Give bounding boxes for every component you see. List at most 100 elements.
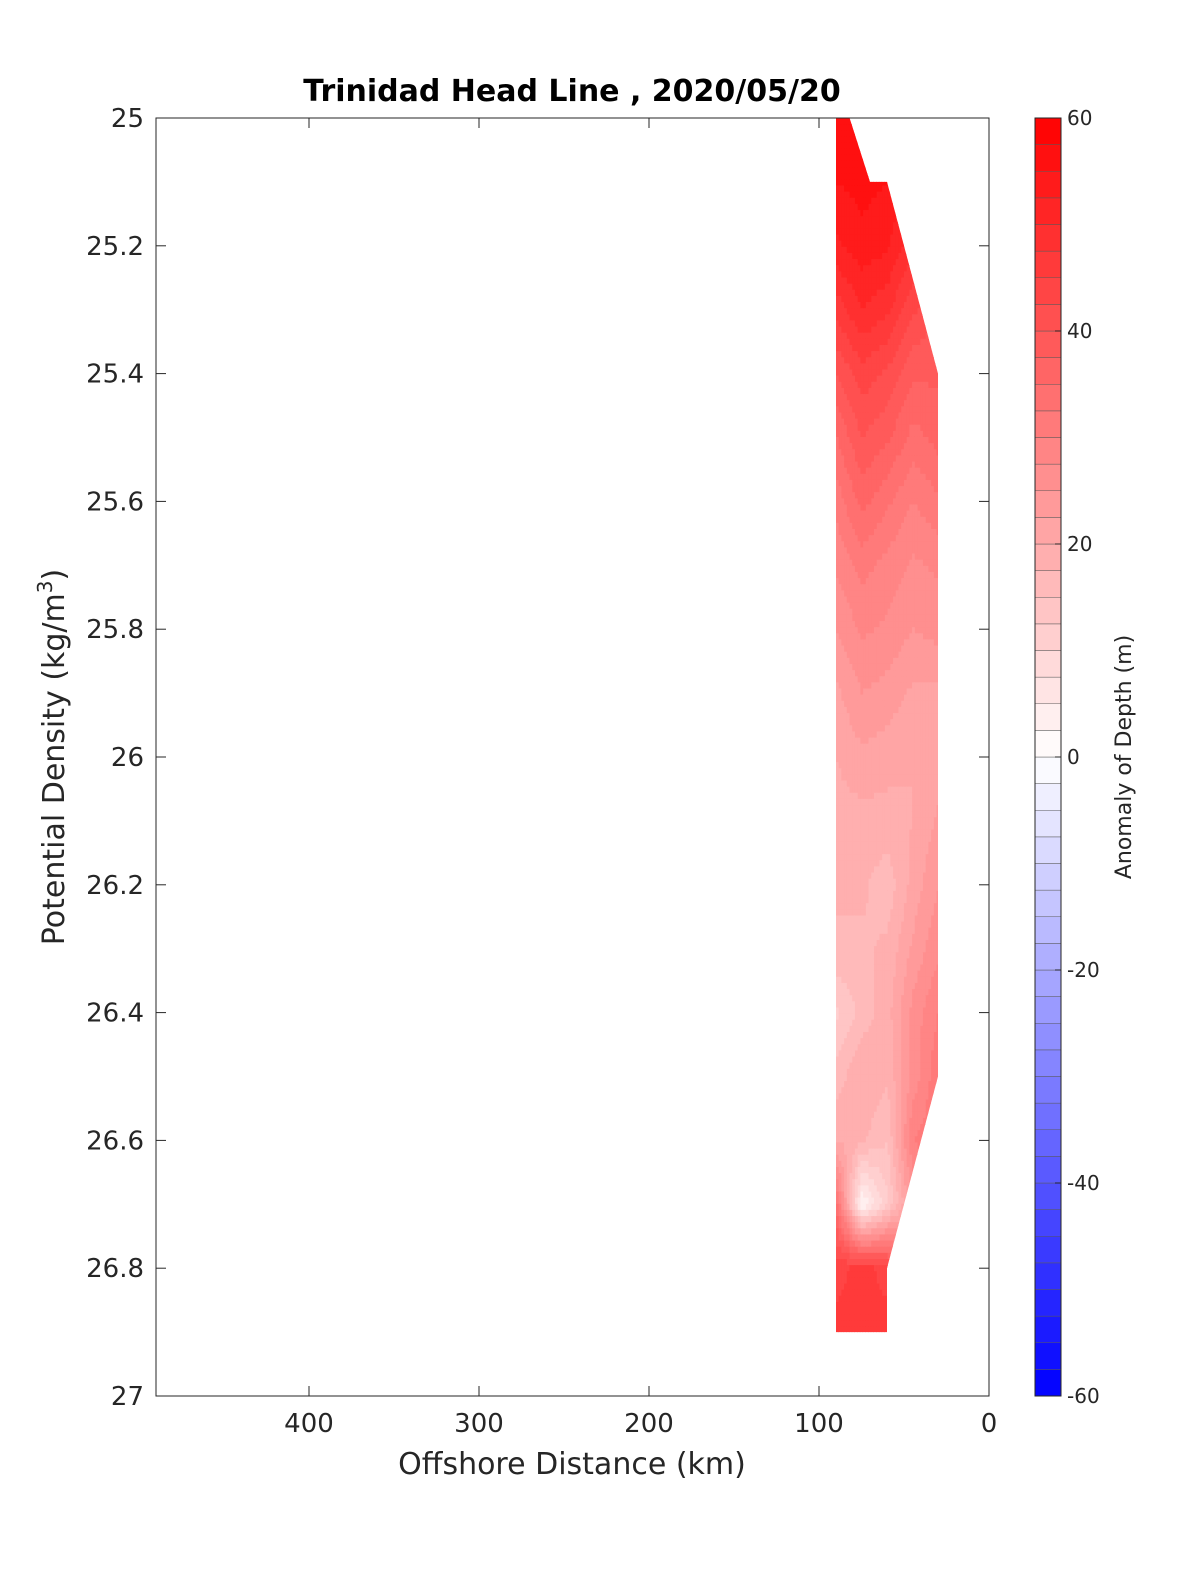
contour-cell — [848, 743, 853, 751]
contour-cell — [859, 547, 864, 555]
contour-cell — [836, 651, 839, 659]
contour-cell — [838, 467, 842, 475]
contour-cell — [911, 535, 915, 542]
contour-cell — [895, 461, 899, 469]
contour-cell — [870, 841, 874, 849]
contour-cell — [838, 246, 842, 254]
contour-cell — [914, 535, 918, 542]
contour-cell — [859, 694, 864, 702]
contour-cell — [927, 621, 932, 628]
contour-cell — [927, 467, 932, 475]
contour-cell — [892, 510, 896, 518]
contour-cell — [870, 670, 874, 677]
contour-cell — [881, 203, 885, 211]
contour-cell — [851, 486, 855, 493]
contour-cell — [838, 860, 842, 867]
contour-cell — [878, 387, 883, 395]
contour-cell — [836, 486, 839, 493]
contour-cell — [878, 498, 883, 506]
contour-cell — [843, 835, 847, 843]
contour-cell — [838, 731, 842, 739]
contour-cell — [889, 676, 894, 683]
contour-cell — [865, 486, 869, 493]
contour-cell — [889, 694, 894, 702]
contour-cell — [876, 713, 880, 720]
contour-cell — [884, 651, 888, 659]
contour-cell — [887, 737, 891, 745]
contour-cell — [873, 363, 877, 371]
contour-cell — [857, 872, 861, 880]
contour-cell — [840, 590, 845, 598]
contour-cell — [859, 418, 864, 426]
contour-cell — [873, 713, 877, 720]
contour-cell — [851, 823, 855, 831]
contour-cell — [843, 805, 847, 812]
contour-cell — [925, 602, 929, 610]
contour-cell — [865, 559, 869, 567]
contour-cell — [838, 768, 842, 775]
contour-cell — [919, 694, 923, 702]
contour-cell — [873, 271, 877, 279]
contour-cell — [878, 663, 883, 671]
contour-cell — [851, 277, 855, 285]
contour-cell — [906, 271, 910, 279]
contour-cell — [903, 706, 907, 714]
contour-cell — [895, 835, 899, 843]
contour-cell — [836, 394, 839, 401]
contour-cell — [889, 565, 894, 573]
contour-cell — [859, 645, 864, 653]
contour-cell — [862, 725, 866, 733]
contour-cell — [916, 817, 921, 825]
contour-cell — [892, 719, 896, 726]
contour-cell — [865, 314, 869, 322]
contour-cell — [919, 823, 923, 831]
contour-cell — [889, 283, 894, 291]
contour-cell — [908, 430, 913, 438]
contour-cell — [840, 670, 845, 677]
contour-cell — [889, 467, 894, 475]
contour-cell — [857, 320, 861, 328]
contour-cell — [859, 332, 864, 340]
contour-cell — [927, 725, 932, 733]
contour-cell — [846, 559, 850, 567]
contour-cell — [843, 829, 847, 837]
contour-cell — [930, 798, 934, 806]
contour-cell — [933, 749, 937, 757]
contour-cell — [900, 866, 904, 874]
contour-cell — [873, 737, 877, 745]
contour-cell — [851, 283, 855, 291]
contour-cell — [881, 841, 885, 849]
contour-cell — [895, 344, 899, 352]
contour-cell — [897, 866, 902, 874]
contour-cell — [897, 308, 902, 315]
contour-cell — [916, 798, 921, 806]
contour-cell — [836, 222, 839, 230]
contour-cell — [897, 786, 902, 794]
contour-cell — [927, 608, 932, 616]
contour-cell — [914, 657, 918, 665]
contour-cell — [867, 308, 872, 315]
contour-cell — [930, 676, 934, 683]
contour-cell — [843, 118, 847, 125]
contour-cell — [867, 375, 872, 383]
contour-cell — [838, 283, 842, 291]
contour-cell — [876, 835, 880, 843]
contour-cell — [881, 602, 885, 610]
contour-cell — [859, 240, 864, 248]
contour-cell — [840, 246, 845, 254]
contour-cell — [838, 535, 842, 542]
contour-cell — [843, 344, 847, 352]
contour-cell — [867, 602, 872, 610]
contour-cell — [914, 645, 918, 653]
contour-cell — [851, 841, 855, 849]
contour-cell — [884, 234, 888, 242]
contour-cell — [836, 203, 839, 211]
contour-cell — [848, 173, 853, 180]
contour-cell — [895, 504, 899, 512]
contour-cell — [867, 302, 872, 309]
contour-cell — [867, 805, 872, 812]
contour-cell — [865, 676, 869, 683]
contour-cell — [857, 338, 861, 346]
contour-cell — [836, 584, 839, 591]
contour-cell — [865, 461, 869, 469]
